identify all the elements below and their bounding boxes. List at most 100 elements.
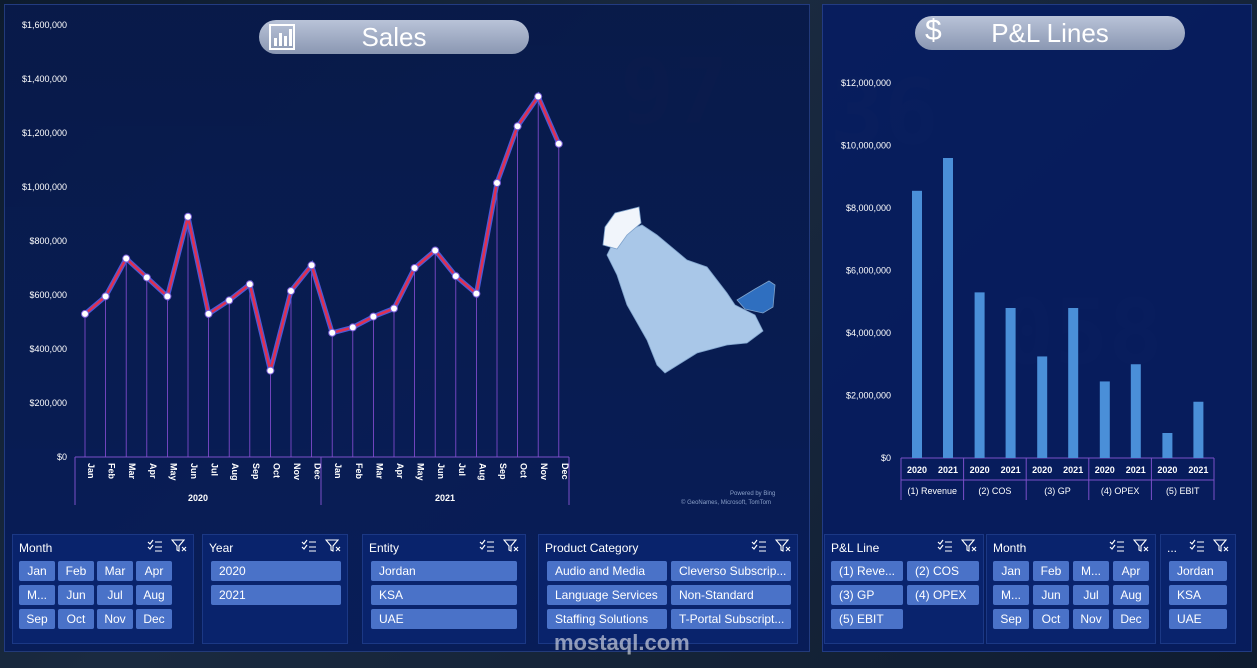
slicer-item[interactable]: Non-Standard — [671, 585, 791, 605]
slicer-item[interactable]: Apr — [1113, 561, 1149, 581]
multi-select-icon[interactable] — [1189, 539, 1205, 553]
data-point[interactable] — [534, 92, 543, 101]
slicer-item[interactable]: Nov — [1073, 609, 1109, 629]
data-point[interactable] — [307, 261, 316, 270]
pl-bar[interactable] — [1037, 356, 1048, 458]
multi-select-icon[interactable] — [751, 539, 767, 553]
slicer-item[interactable]: Mar — [97, 561, 133, 581]
data-point[interactable] — [348, 323, 357, 332]
slicer-item[interactable]: Cleverso Subscrip... — [671, 561, 791, 581]
data-point[interactable] — [204, 309, 213, 318]
slicer-item[interactable]: (4) OPEX — [907, 585, 979, 605]
slicer-item[interactable]: Aug — [1113, 585, 1149, 605]
x-tick-label: Jul — [210, 463, 220, 476]
slicer-item[interactable]: Oct — [58, 609, 94, 629]
data-point[interactable] — [493, 178, 501, 187]
dollar-icon: $ — [925, 14, 942, 47]
slicer-item[interactable]: KSA — [1169, 585, 1227, 605]
data-point[interactable] — [431, 246, 440, 255]
data-point[interactable] — [390, 304, 398, 313]
slicer-item[interactable]: UAE — [371, 609, 517, 629]
slicer-item[interactable]: Language Services — [547, 585, 667, 605]
data-point[interactable] — [451, 272, 460, 281]
clear-filter-icon[interactable] — [774, 539, 791, 553]
slicer-item[interactable]: (1) Reve... — [831, 561, 903, 581]
slicer-item[interactable]: Jul — [1073, 585, 1109, 605]
slicer-item[interactable]: Jordan — [1169, 561, 1227, 581]
data-point[interactable] — [287, 286, 295, 295]
multi-select-icon[interactable] — [301, 539, 317, 553]
data-point[interactable] — [266, 366, 275, 375]
slicer-item[interactable]: (3) GP — [831, 585, 903, 605]
clear-filter-icon[interactable] — [502, 539, 519, 553]
slicer-item[interactable]: M... — [993, 585, 1029, 605]
x-tick-label: Dec — [313, 463, 323, 480]
slicer-item[interactable]: Feb — [1033, 561, 1069, 581]
multi-select-icon[interactable] — [479, 539, 495, 553]
clear-filter-icon[interactable] — [1132, 539, 1149, 553]
data-point[interactable] — [122, 254, 131, 263]
slicer-item[interactable]: 2020 — [211, 561, 341, 581]
slicer-item[interactable]: (2) COS — [907, 561, 979, 581]
clear-filter-icon[interactable] — [960, 539, 977, 553]
data-point[interactable] — [225, 296, 234, 305]
data-point[interactable] — [245, 280, 254, 289]
slicer-item[interactable]: Sep — [19, 609, 55, 629]
data-point[interactable] — [554, 139, 563, 148]
slicer-item[interactable]: KSA — [371, 585, 517, 605]
clear-filter-icon[interactable] — [1212, 539, 1229, 553]
data-point[interactable] — [369, 312, 378, 321]
pl-bar[interactable] — [1068, 308, 1079, 458]
slicer-item[interactable]: UAE — [1169, 609, 1227, 629]
x-tick-label: Mar — [374, 463, 384, 480]
pl-bar[interactable] — [943, 158, 953, 458]
data-point[interactable] — [81, 309, 89, 318]
clear-filter-icon[interactable] — [324, 539, 341, 553]
pl-bar[interactable] — [912, 190, 922, 458]
y-tick-label: $800,000 — [29, 236, 67, 246]
slicer-item[interactable]: Feb — [58, 561, 94, 581]
slicer-item[interactable]: Oct — [1033, 609, 1069, 629]
multi-select-icon[interactable] — [937, 539, 953, 553]
data-point[interactable] — [142, 273, 151, 282]
slicer-item[interactable]: Jun — [1033, 585, 1069, 605]
slicer-item[interactable]: M... — [1073, 561, 1109, 581]
data-point[interactable] — [328, 328, 337, 337]
data-point[interactable] — [163, 292, 172, 301]
pl-bar[interactable] — [1162, 433, 1173, 458]
slicer-item[interactable]: Jun — [58, 585, 94, 605]
multi-select-icon[interactable] — [1109, 539, 1125, 553]
multi-select-icon[interactable] — [147, 539, 163, 553]
pl-bar[interactable] — [1099, 381, 1110, 458]
slicer-item[interactable]: Jul — [97, 585, 133, 605]
pl-bar[interactable] — [1193, 401, 1204, 458]
data-point[interactable] — [101, 292, 110, 301]
slicer-item[interactable]: Audio and Media — [547, 561, 667, 581]
slicer-item[interactable]: Dec — [1113, 609, 1149, 629]
slicer-item[interactable]: Aug — [136, 585, 172, 605]
region-map[interactable] — [597, 205, 787, 375]
pl-bar[interactable] — [974, 292, 985, 458]
slicer-item[interactable]: (5) EBIT — [831, 609, 903, 629]
slicer-item[interactable]: Staffing Solutions — [547, 609, 667, 629]
slicer-item[interactable]: Apr — [136, 561, 172, 581]
slicer-item[interactable]: T-Portal Subscript... — [671, 609, 791, 629]
data-point[interactable] — [472, 289, 481, 298]
slicer-title: ... — [1167, 541, 1178, 555]
slicer-item[interactable]: Jan — [19, 561, 55, 581]
clear-filter-icon[interactable] — [170, 539, 187, 553]
pl-bar[interactable] — [1130, 364, 1141, 458]
data-point[interactable] — [410, 264, 419, 272]
slicer-item[interactable]: M... — [19, 585, 55, 605]
slicer-item[interactable]: Jordan — [371, 561, 517, 581]
data-point[interactable] — [184, 212, 192, 221]
slicer-item[interactable]: Jan — [993, 561, 1029, 581]
slicer-item[interactable]: Sep — [993, 609, 1029, 629]
pl-title: P&L Lines — [991, 17, 1109, 48]
slicer-item[interactable]: Nov — [97, 609, 133, 629]
y-tick-label: $200,000 — [29, 398, 67, 408]
data-point[interactable] — [513, 122, 522, 131]
slicer-item[interactable]: Dec — [136, 609, 172, 629]
pl-bar[interactable] — [1005, 308, 1016, 458]
slicer-item[interactable]: 2021 — [211, 585, 341, 605]
